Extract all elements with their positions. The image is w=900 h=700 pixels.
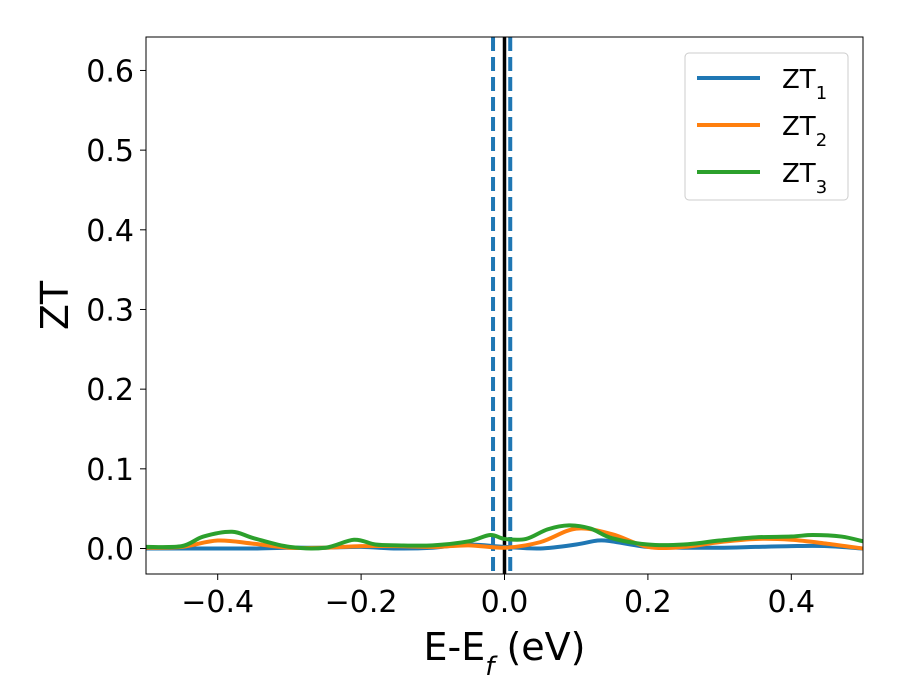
y-tick-label: 0.0 <box>86 533 134 568</box>
x-tick-label: 0.0 <box>481 585 529 620</box>
legend: ZT1 ZT2 ZT3 <box>684 52 849 201</box>
x-tick-label: −0.2 <box>325 585 398 620</box>
y-tick-label: 0.1 <box>86 453 134 488</box>
legend-label: ZT3 <box>782 159 827 198</box>
legend-box <box>684 52 849 201</box>
legend-label: ZT1 <box>782 65 827 104</box>
x-tick-label: 0.2 <box>624 585 672 620</box>
y-tick-label: 0.4 <box>86 214 134 249</box>
y-tick-label: 0.5 <box>86 134 134 169</box>
series-line-zt1 <box>146 538 863 551</box>
x-axis-title: E-Ef (eV) <box>424 625 586 682</box>
x-tick-label: −0.4 <box>181 585 254 620</box>
series-line-zt3 <box>146 523 863 551</box>
y-tick-label: 0.2 <box>86 373 134 408</box>
y-tick-label: 0.3 <box>86 293 134 328</box>
x-tick-label: 0.4 <box>767 585 815 620</box>
y-axis-title: ZT <box>33 280 77 330</box>
axis-ticks: −0.4 −0.2 0.0 0.2 0.4 0.0 0.1 0.2 0.3 0.4 0.5 0.6 <box>86 54 815 620</box>
legend-label: ZT2 <box>782 112 827 151</box>
y-tick-label: 0.6 <box>86 54 134 89</box>
reference-lines <box>491 37 513 574</box>
series-lines <box>146 523 863 551</box>
